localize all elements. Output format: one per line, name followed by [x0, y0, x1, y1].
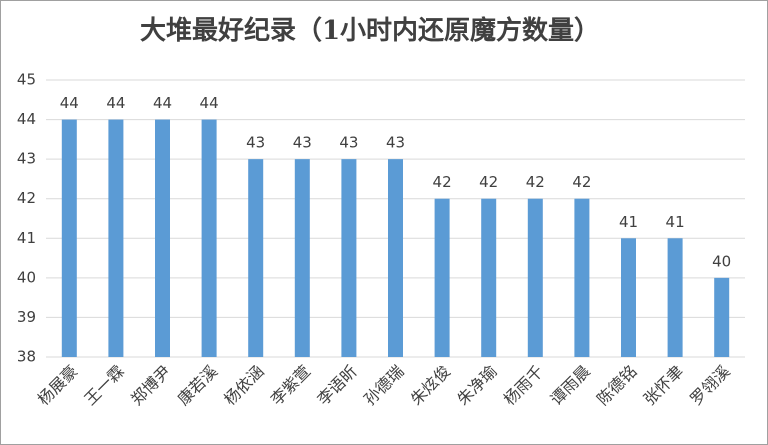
bar — [201, 119, 217, 357]
bar — [108, 119, 124, 357]
data-label: 44 — [106, 94, 125, 112]
data-label: 43 — [246, 134, 265, 152]
data-label: 43 — [293, 134, 312, 152]
y-tick-label: 40 — [17, 268, 36, 286]
data-label: 41 — [619, 213, 638, 231]
bar — [481, 198, 497, 357]
y-tick-label: 39 — [17, 308, 36, 326]
y-tick-label: 45 — [17, 71, 36, 89]
data-label: 43 — [339, 134, 358, 152]
y-tick-label: 38 — [17, 348, 36, 366]
bar — [527, 198, 543, 357]
data-label: 43 — [386, 134, 405, 152]
data-label: 41 — [666, 213, 685, 231]
data-label: 44 — [200, 94, 219, 112]
data-label: 44 — [60, 94, 79, 112]
y-tick-label: 42 — [17, 189, 36, 207]
bar — [155, 119, 170, 357]
bar — [388, 159, 403, 357]
bar — [714, 277, 730, 357]
bar — [248, 159, 264, 357]
chart-title: 大堆最好纪录（1小时内还原魔方数量） — [140, 15, 600, 46]
data-label: 44 — [153, 94, 172, 112]
bar — [621, 238, 636, 357]
data-label: 42 — [433, 173, 452, 191]
y-tick-label: 44 — [17, 110, 36, 128]
y-tick-label: 43 — [17, 150, 36, 168]
data-label: 42 — [479, 173, 498, 191]
bar — [61, 119, 77, 357]
bar — [294, 159, 310, 357]
bar — [667, 238, 683, 357]
y-tick-label: 41 — [17, 229, 36, 247]
bar — [574, 198, 590, 357]
data-label: 42 — [572, 173, 591, 191]
bar — [341, 159, 357, 357]
data-label: 40 — [712, 252, 731, 270]
bar — [434, 198, 450, 357]
data-label: 42 — [526, 173, 545, 191]
